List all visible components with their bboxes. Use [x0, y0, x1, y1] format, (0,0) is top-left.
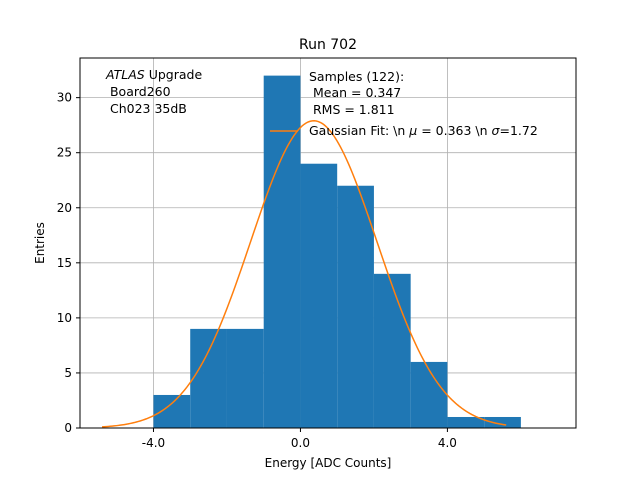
legend-samples-rms: RMS = 1.811 — [309, 102, 395, 117]
annotation-line-2: Board260 — [106, 84, 171, 99]
y-tick-label: 15 — [57, 256, 72, 270]
annotation-line-1: ATLAS Upgrade — [105, 67, 202, 82]
x-tick-label: -4.0 — [142, 436, 165, 450]
histogram-bar — [373, 273, 411, 428]
histogram-bar — [447, 416, 485, 428]
histogram-bar — [153, 394, 191, 428]
histogram-bar — [226, 328, 264, 428]
legend-samples-title: Samples (122): — [309, 69, 404, 84]
legend-samples-mean: Mean = 0.347 — [309, 85, 401, 100]
y-axis-ticks: 0 5 10 15 20 25 30 — [57, 91, 80, 435]
legend: Samples (122): Mean = 0.347 RMS = 1.811 … — [270, 69, 538, 138]
histogram-bar — [263, 75, 301, 428]
x-axis-label: Energy [ADC Counts] — [265, 456, 392, 470]
histogram-bar — [300, 163, 338, 428]
annotation-experiment: ATLAS — [105, 67, 145, 82]
histogram-bars — [153, 75, 521, 428]
legend-fit-sigma: σ — [492, 123, 501, 138]
annotation-suffix: Upgrade — [145, 67, 203, 82]
y-tick-label: 20 — [57, 201, 72, 215]
y-tick-label: 0 — [64, 421, 72, 435]
y-tick-label: 30 — [57, 91, 72, 105]
legend-fit-mid: = 0.363 \n — [417, 123, 491, 138]
y-tick-label: 10 — [57, 311, 72, 325]
x-tick-label: 4.0 — [438, 436, 457, 450]
annotation-line-3: Ch023 35dB — [106, 101, 187, 116]
legend-fit-mu: μ — [408, 123, 417, 138]
x-tick-label: 0.0 — [291, 436, 310, 450]
x-axis-ticks: -4.0 0.0 4.0 — [142, 428, 457, 450]
y-tick-label: 5 — [64, 366, 72, 380]
histogram-bar — [337, 185, 374, 428]
y-tick-label: 25 — [57, 146, 72, 160]
histogram-bar — [410, 361, 448, 428]
plot-frame — [79, 57, 577, 429]
y-axis-label: Entries — [33, 222, 47, 264]
gaussian-fit-curve — [101, 120, 507, 428]
legend-fit-suffix: =1.72 — [499, 123, 537, 138]
legend-fit-label: Gaussian Fit: \n μ = 0.363 \n σ=1.72 — [309, 123, 538, 138]
histogram-bar — [190, 328, 227, 428]
legend-fit-prefix: Gaussian Fit: \n — [309, 123, 409, 138]
chart-title: Run 702 — [299, 37, 357, 53]
histogram-bar — [484, 416, 521, 428]
